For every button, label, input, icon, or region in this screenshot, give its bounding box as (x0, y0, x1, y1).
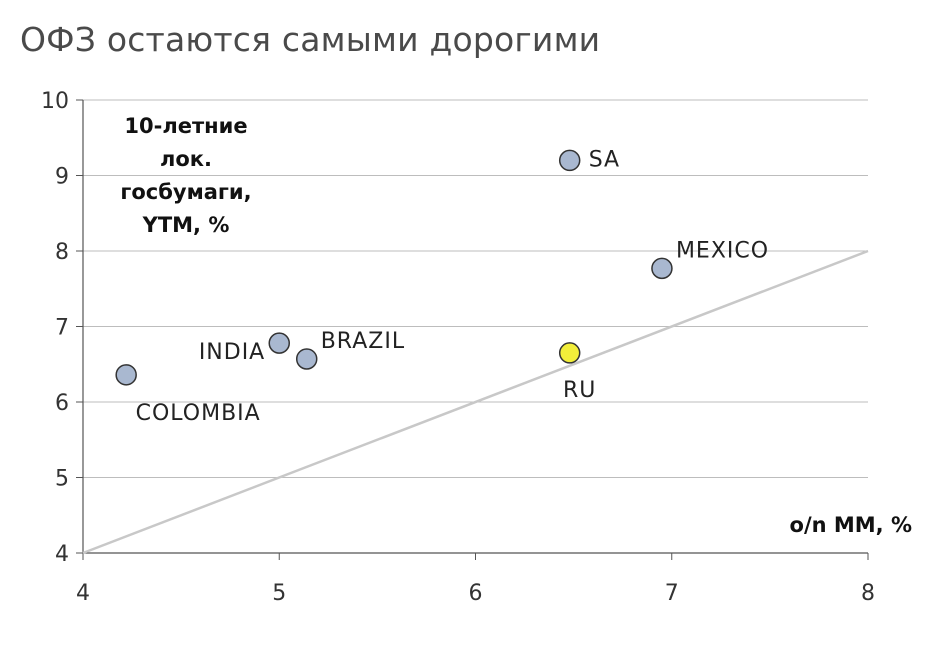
y-axis-title: 10-летние лок. госбумаги, YTM, % (120, 114, 251, 237)
y-tick-label-10: 10 (41, 89, 69, 114)
x-axis-title: o/n MM, % (790, 513, 912, 537)
y-axis-title-line-1: 10-летние (124, 114, 247, 138)
point-label-sa: SA (589, 147, 620, 172)
point-label-mexico: MEXICO (676, 238, 769, 263)
point-sa (558, 149, 581, 172)
point-india (268, 332, 290, 354)
point-label-colombia: COLOMBIA (136, 401, 261, 426)
x-tick-label-8: 8 (861, 581, 875, 606)
point-brazil (295, 348, 318, 370)
chart-title: ОФЗ остаются самыми дорогими (20, 20, 601, 59)
reference-line (82, 249, 869, 555)
y-tick-label-8: 8 (55, 240, 69, 265)
x-tick-label-4: 4 (76, 581, 90, 606)
point-mexico (651, 257, 673, 280)
point-label-brazil: BRAZIL (321, 329, 405, 354)
point-colombia (115, 364, 137, 386)
y-tick-label-9: 9 (55, 165, 69, 190)
y-axis-title-line-3: госбумаги, (120, 180, 251, 204)
axes: 4 5 6 7 8 9 10 4 5 6 7 8 (41, 89, 875, 606)
point-labels: SA MEXICO INDIA BRAZIL RU COLOMBIA (136, 147, 769, 426)
point-ru (558, 342, 581, 364)
x-tick-label-5: 5 (272, 581, 286, 606)
point-label-ru: RU (563, 378, 596, 403)
y-axis-title-line-2: лок. (160, 147, 212, 171)
y-tick-label-7: 7 (55, 316, 69, 341)
data-points (115, 149, 673, 386)
y-axis-title-line-4: YTM, % (142, 213, 230, 237)
y-tick-label-4: 4 (55, 542, 69, 567)
y-tick-label-5: 5 (55, 467, 69, 492)
x-tick-label-7: 7 (665, 581, 679, 606)
x-tick-label-6: 6 (469, 581, 483, 606)
point-label-india: INDIA (199, 340, 265, 365)
reference-line-group (82, 249, 869, 555)
y-tick-label-6: 6 (55, 391, 69, 416)
